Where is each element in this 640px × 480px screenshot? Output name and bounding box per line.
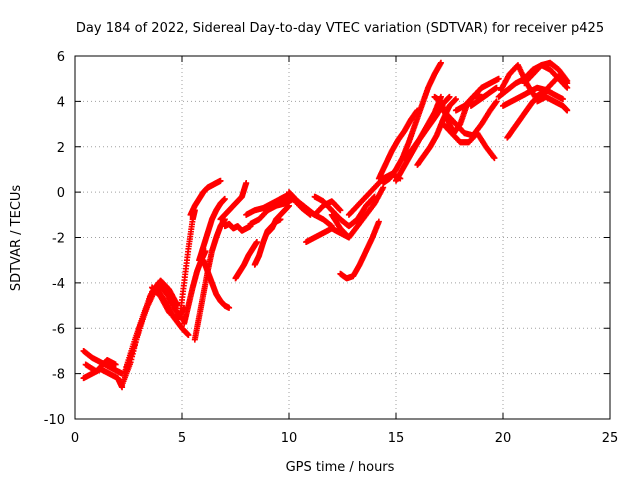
data-point [491, 155, 498, 162]
data-point [112, 361, 119, 368]
x-tick-label: 5 [178, 431, 186, 446]
series-35 [452, 75, 502, 114]
series-14 [221, 220, 254, 234]
series-36 [467, 84, 500, 109]
data-point [221, 195, 228, 202]
chart-title: Day 184 of 2022, Sidereal Day-to-day VTE… [76, 21, 604, 36]
data-point [437, 59, 444, 66]
data-point [217, 177, 224, 184]
data-point [185, 332, 192, 339]
data-point [493, 98, 500, 105]
series-5 [123, 277, 181, 370]
series-24 [328, 184, 387, 241]
y-axis-label: SDTVAR / TECUs [9, 185, 24, 292]
data-point [559, 96, 566, 103]
series-9 [187, 177, 224, 218]
x-tick-label: 20 [495, 431, 512, 446]
series-28 [380, 59, 444, 187]
data-point [493, 84, 500, 91]
series-23 [311, 193, 378, 230]
x-tick-label: 10 [281, 431, 298, 446]
data-marks [80, 59, 571, 391]
series-27 [375, 107, 421, 182]
data-point [564, 107, 571, 114]
data-point [375, 218, 382, 225]
y-tick-label: -8 [52, 368, 65, 383]
series-42 [534, 93, 571, 114]
y-tick-label: 0 [57, 186, 65, 201]
data-point [286, 202, 292, 209]
y-tick-label: 6 [57, 50, 65, 65]
x-tick-label: 0 [71, 431, 79, 446]
y-tick-label: 2 [57, 141, 65, 156]
data-point [243, 180, 250, 187]
y-tick-label: -2 [52, 232, 65, 247]
x-axis-label: GPS time / hours [286, 460, 395, 475]
series-13 [217, 180, 250, 223]
x-tick-label: 15 [388, 431, 405, 446]
series-34 [440, 121, 498, 162]
series-12 [200, 257, 233, 311]
grid [75, 56, 610, 419]
y-tick-label: -6 [52, 322, 65, 337]
data-point [495, 75, 502, 82]
series-11 [196, 195, 228, 264]
y-tick-label: -4 [52, 277, 65, 292]
series-2 [82, 357, 119, 375]
data-point [226, 304, 233, 311]
data-point [564, 77, 571, 84]
data-point [452, 96, 459, 103]
axis-ticks: 0 5 10 15 20 25 -10 -8 -6 -4 -2 0 2 4 6 [44, 50, 619, 446]
data-point [446, 93, 453, 100]
series-19 [264, 202, 292, 236]
y-tick-label: 4 [57, 95, 65, 110]
series-15 [232, 239, 260, 282]
data-point [337, 207, 344, 214]
series-41 [521, 59, 571, 87]
y-tick-label: -10 [44, 413, 65, 428]
series-25 [337, 218, 382, 282]
series-39 [500, 84, 566, 109]
x-tick-label: 25 [602, 431, 619, 446]
series-33 [435, 98, 500, 139]
data-point [253, 239, 260, 246]
